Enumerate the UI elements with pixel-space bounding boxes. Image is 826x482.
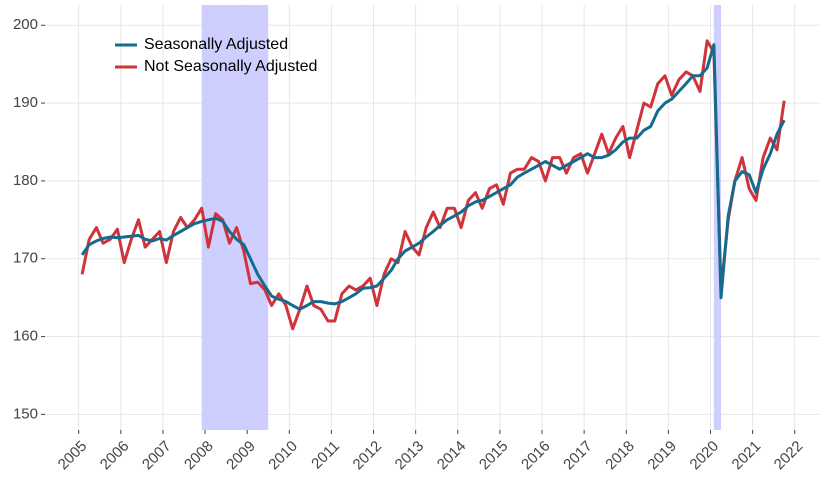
- legend-label: Seasonally Adjusted: [144, 36, 288, 53]
- x-tick-label: 2012: [350, 438, 386, 474]
- x-tick-label: 2017: [560, 438, 596, 474]
- y-tick-label: 150: [13, 405, 38, 422]
- x-tick-label: 2015: [476, 438, 512, 474]
- x-tick-label: 2020: [687, 438, 723, 474]
- x-tick-label: 2013: [392, 438, 428, 474]
- x-tick-label: 2022: [771, 438, 807, 474]
- line-series: [80, 43, 786, 311]
- x-tick-label: 2007: [139, 438, 175, 474]
- y-tick-label: 160: [13, 328, 38, 345]
- y-tick-label: 180: [13, 172, 38, 189]
- x-tick-label: 2016: [518, 438, 554, 474]
- x-tick-label: 2018: [602, 438, 638, 474]
- y-tick-label: 170: [13, 250, 38, 267]
- line-series: [80, 39, 786, 331]
- x-tick-label: 2006: [97, 438, 133, 474]
- x-tick-label: 2011: [308, 438, 343, 473]
- x-tick-label: 2009: [223, 438, 259, 474]
- x-tick-label: 2008: [181, 438, 217, 474]
- x-tick-label: 2021: [729, 438, 765, 474]
- x-tick-label: 2005: [55, 438, 91, 474]
- x-tick-label: 2010: [265, 438, 301, 474]
- y-tick-label: 200: [13, 16, 38, 33]
- x-tick-label: 2019: [644, 438, 680, 474]
- legend-label: Not Seasonally Adjusted: [144, 58, 317, 75]
- y-tick-label: 190: [13, 94, 38, 111]
- x-tick-label: 2014: [434, 438, 470, 474]
